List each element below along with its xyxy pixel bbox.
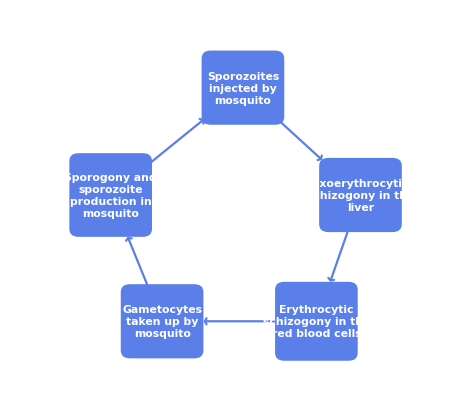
FancyBboxPatch shape <box>275 282 358 361</box>
FancyBboxPatch shape <box>319 159 402 233</box>
Text: Erythrocytic
schizogony in the
red blood cells: Erythrocytic schizogony in the red blood… <box>263 305 370 339</box>
Text: Exoerythrocytic
schizogony in the
liver: Exoerythrocytic schizogony in the liver <box>307 179 414 213</box>
FancyBboxPatch shape <box>69 154 152 237</box>
Text: Gametocytes
taken up by
mosquito: Gametocytes taken up by mosquito <box>122 305 202 339</box>
FancyBboxPatch shape <box>201 52 284 126</box>
Text: Sporozoites
injected by
mosquito: Sporozoites injected by mosquito <box>207 72 279 106</box>
FancyBboxPatch shape <box>121 285 203 359</box>
Text: Sporogony and
sporozoite
production in
mosquito: Sporogony and sporozoite production in m… <box>64 173 157 218</box>
